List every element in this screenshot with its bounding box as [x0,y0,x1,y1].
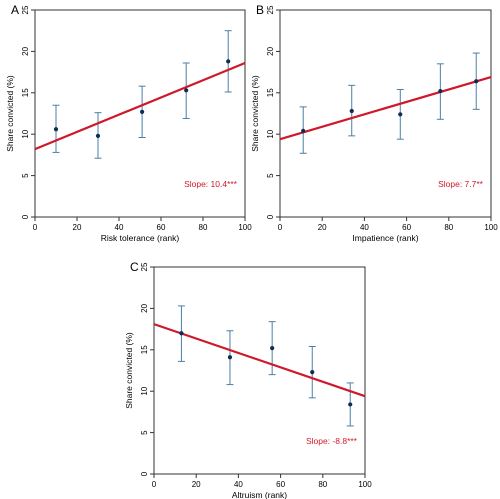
y-tick-label: 10 [140,386,149,395]
plot-frame [34,9,246,218]
data-point-3 [140,109,145,114]
x-tick-label: 60 [157,223,166,232]
y-tick-label: 5 [21,173,30,178]
y-tick-label: 15 [21,88,30,97]
slope-annotation: Slope: -8.8*** [306,436,358,446]
plot-frame [279,9,492,218]
fit-line [153,323,366,398]
fit-line [279,76,492,141]
data-point-5 [348,402,353,407]
chart-panel-c: C 0 20 40 60 80 100 0 5 10 15 20 25 Altruism (rank) Sh… [124,260,372,499]
fit-line [34,61,246,151]
data-point-2 [349,108,354,114]
data-point-4 [310,370,315,375]
data-point-3 [270,346,275,351]
data-point-1 [53,127,59,132]
data-point-5 [226,59,231,64]
data-point-1 [301,128,306,133]
x-tick-label: 0 [278,223,283,232]
data-point-3 [398,112,403,117]
slope-annotation: Slope: 10.4*** [184,179,238,189]
y-tick-label: 20 [140,303,149,312]
y-tick-label: 25 [21,5,30,14]
data-point-5 [474,79,479,84]
x-tick-label: 100 [484,223,498,232]
y-tick-label: 10 [266,129,275,138]
y-tick-label: 0 [21,214,30,219]
data-point-1 [179,331,184,336]
x-tick-label: 20 [192,480,201,489]
y-tick-label: 10 [21,129,30,138]
y-axis-label: Share convicted (%) [5,75,15,152]
y-tick-label: 15 [266,88,275,97]
y-tick-label: 5 [266,173,275,178]
x-tick-label: 80 [199,223,208,232]
x-tick-label: 0 [152,480,157,489]
y-tick-label: 20 [21,46,30,55]
x-tick-label: 80 [318,480,327,489]
y-tick-label: 5 [140,430,149,435]
x-tick-label: 60 [276,480,285,489]
x-tick-label: 20 [73,223,82,232]
data-point-2 [227,355,233,360]
x-tick-label: 100 [358,480,372,489]
x-tick-label: 100 [238,223,252,232]
plot-frame [153,266,366,475]
y-tick-label: 0 [140,471,149,476]
y-tick-label: 25 [140,262,149,271]
y-tick-label: 20 [266,46,275,55]
x-tick-label: 60 [402,223,411,232]
y-tick-label: 0 [266,214,275,219]
panel-label: B [256,3,264,17]
panel-label: C [130,260,139,274]
x-axis-label: Altruism (rank) [232,490,287,499]
x-tick-label: 40 [234,480,243,489]
chart-panel-a: A 0 20 40 60 80 100 0 5 10 15 20 25 Risk tolerance (r… [5,3,252,243]
y-tick-label: 15 [140,345,149,354]
y-axis-label: Share convicted (%) [250,75,260,152]
panel-label: A [11,3,19,17]
x-axis-label: Impatience (rank) [352,233,418,243]
y-axis-label: Share convicted (%) [124,332,134,409]
chart-panel-b: B 0 20 40 60 80 100 0 5 10 15 20 25 Impatience (rank)… [250,3,498,243]
data-point-4 [184,88,189,93]
y-tick-label: 25 [266,5,275,14]
x-tick-label: 40 [115,223,124,232]
x-tick-label: 80 [444,223,453,232]
data-point-4 [438,89,443,94]
x-tick-label: 0 [33,223,38,232]
x-axis-label: Risk tolerance (rank) [101,233,180,243]
x-tick-label: 40 [360,223,369,232]
slope-annotation: Slope: 7.7** [438,179,484,189]
data-point-2 [95,133,101,138]
x-tick-label: 20 [318,223,327,232]
